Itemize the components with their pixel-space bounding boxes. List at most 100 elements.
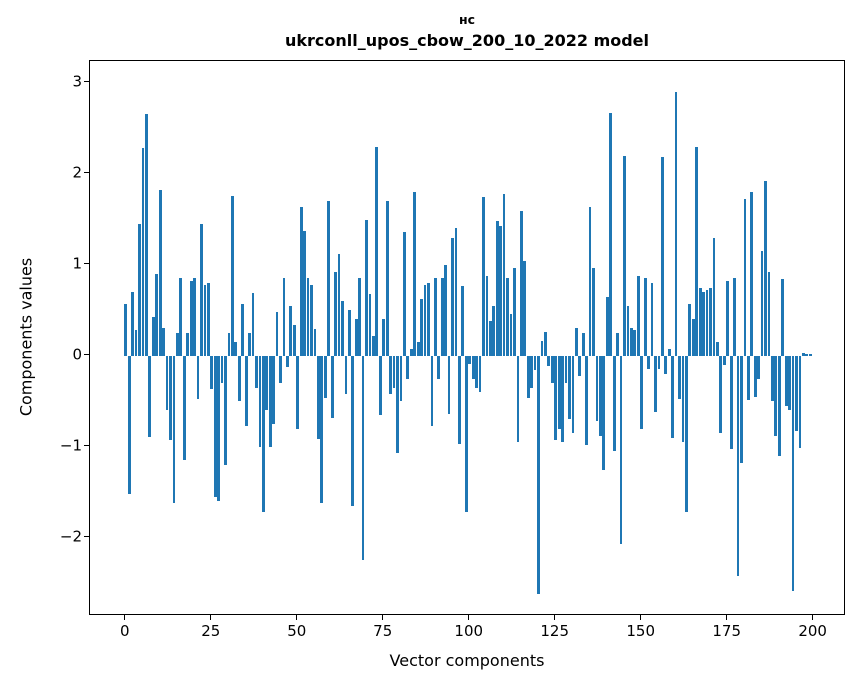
bar [227, 333, 231, 356]
bar [402, 232, 406, 356]
y-tick-label: 1 [72, 254, 82, 273]
x-tick-mark [124, 615, 126, 620]
bar [771, 355, 774, 402]
bar [127, 355, 131, 495]
y-tick-mark [84, 354, 89, 356]
bar [540, 341, 544, 356]
bar [681, 355, 685, 443]
y-tick-label: 2 [72, 163, 82, 182]
bar [736, 355, 740, 576]
bar [416, 342, 420, 356]
bar [327, 201, 331, 356]
bar [475, 355, 478, 388]
bar [592, 267, 595, 356]
bar [413, 192, 417, 356]
bar [258, 355, 262, 447]
bar [506, 278, 509, 356]
bar [777, 355, 781, 456]
bar [158, 190, 162, 356]
bar [798, 355, 802, 448]
bar [764, 181, 767, 356]
bar [344, 355, 348, 394]
bar [499, 225, 503, 356]
bar [175, 333, 179, 356]
y-tick-mark [84, 263, 89, 265]
bar [310, 284, 313, 356]
bar [599, 355, 602, 436]
bar [206, 283, 210, 356]
bar [196, 355, 200, 400]
x-tick-label: 50 [287, 622, 307, 640]
bar [299, 207, 303, 356]
bar [519, 211, 523, 356]
bar [571, 355, 575, 434]
bar [488, 321, 492, 356]
bar [437, 355, 441, 379]
bar [454, 227, 458, 356]
bar [561, 355, 564, 443]
bar [636, 275, 640, 356]
bar [231, 195, 234, 356]
bar [715, 342, 719, 356]
bar [341, 301, 344, 356]
bar [664, 355, 668, 374]
x-tick-label: 125 [540, 622, 570, 640]
bar [502, 193, 506, 356]
plot-area [89, 60, 845, 615]
y-tick-mark [84, 536, 89, 538]
bar [337, 253, 341, 356]
bar [451, 238, 454, 356]
bar [265, 355, 269, 411]
bar [306, 278, 310, 356]
bar [213, 355, 217, 497]
y-tick-label: −2 [59, 527, 82, 546]
bar [444, 264, 448, 356]
bar [399, 355, 403, 402]
y-tick-label: −1 [59, 436, 82, 455]
bar [643, 278, 647, 356]
bar [220, 355, 224, 384]
bar [808, 353, 812, 356]
bar [705, 290, 709, 356]
bar [255, 355, 258, 388]
bar [224, 355, 227, 465]
bar [179, 278, 183, 356]
bar [423, 284, 427, 356]
bar [526, 355, 530, 398]
bar [375, 146, 379, 356]
bar [151, 316, 155, 356]
bar [788, 355, 791, 411]
bar [275, 312, 279, 356]
y-axis-label: Components values [16, 257, 36, 417]
bar [138, 223, 141, 356]
bar [729, 355, 733, 449]
bar [650, 283, 654, 356]
bar [740, 355, 743, 464]
bar [767, 272, 771, 356]
bar [667, 348, 671, 356]
bar [685, 355, 688, 513]
bar [609, 112, 613, 356]
bar [237, 355, 241, 402]
bar [458, 355, 461, 445]
bar [805, 353, 809, 356]
bar [382, 319, 386, 356]
bar [647, 355, 650, 370]
bar [509, 313, 513, 356]
bar [162, 328, 165, 356]
chart-title: ukrconll_upos_cbow_200_10_2022 model [284, 31, 650, 50]
bar [633, 330, 637, 356]
bar [189, 281, 193, 356]
bar [698, 287, 702, 356]
bar [468, 355, 472, 364]
bar [289, 305, 293, 356]
bar [186, 333, 190, 356]
bar [691, 319, 695, 356]
x-axis-label: Vector components [389, 651, 545, 670]
bar [581, 333, 585, 356]
bar [688, 303, 692, 356]
bar [392, 355, 396, 388]
bar [660, 157, 664, 356]
bar [430, 355, 434, 426]
